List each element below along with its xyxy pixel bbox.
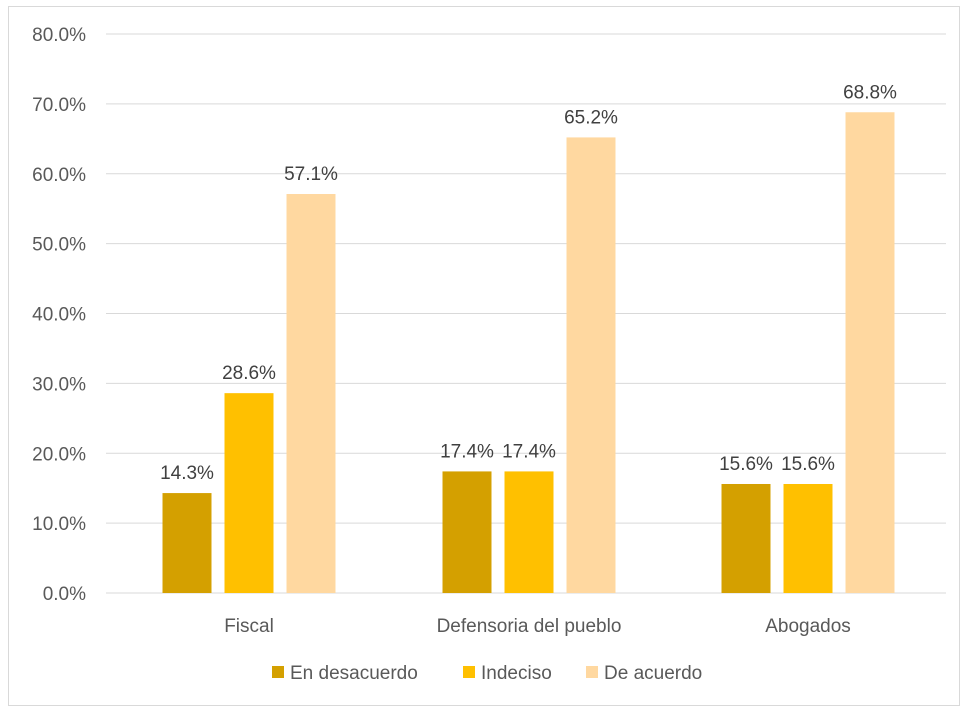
legend-swatch	[463, 666, 475, 678]
x-category-label: Defensoria del pueblo	[437, 616, 622, 637]
y-tick-label: 40.0%	[32, 305, 86, 326]
data-label: 14.3%	[160, 463, 214, 484]
y-tick-label: 20.0%	[32, 444, 86, 465]
bars	[162, 112, 895, 594]
bar	[442, 471, 492, 593]
data-label: 17.4%	[502, 441, 556, 462]
x-category-label: Abogados	[765, 616, 851, 637]
y-tick-label: 70.0%	[32, 95, 86, 116]
legend-swatch	[586, 666, 598, 678]
y-axis-ticks: 0.0% 10.0% 20.0% 30.0% 40.0% 50.0% 60.0% 70.0% 8…	[32, 25, 86, 605]
legend-label: De acuerdo	[604, 663, 702, 684]
legend-item: En desacuerdo	[272, 663, 418, 684]
data-label: 17.4%	[440, 441, 494, 462]
x-category-label: Fiscal	[224, 616, 274, 637]
x-axis-categories: Fiscal Defensoria del pueblo Abogados	[224, 616, 851, 637]
data-label: 15.6%	[719, 454, 773, 475]
legend: En desacuerdo Indeciso De acuerdo	[272, 663, 702, 684]
y-tick-label: 60.0%	[32, 165, 86, 186]
bar	[845, 112, 895, 593]
data-labels: 14.3% 17.4% 15.6% 28.6% 17.4% 15.6% 57.1% 65.2%…	[160, 82, 897, 484]
y-tick-label: 10.0%	[32, 514, 86, 535]
y-tick-label: 50.0%	[32, 235, 86, 256]
bar	[566, 137, 616, 594]
bar	[504, 471, 554, 593]
y-tick-label: 80.0%	[32, 25, 86, 46]
data-label: 28.6%	[222, 363, 276, 384]
data-label: 15.6%	[781, 454, 835, 475]
y-tick-label: 0.0%	[43, 584, 86, 605]
legend-label: En desacuerdo	[290, 663, 418, 684]
bar	[162, 493, 212, 593]
bar	[224, 393, 274, 593]
bar	[721, 483, 771, 593]
data-label: 57.1%	[284, 164, 338, 185]
y-tick-label: 30.0%	[32, 374, 86, 395]
data-label: 65.2%	[564, 107, 618, 128]
data-label: 68.8%	[843, 82, 897, 103]
bar	[286, 194, 336, 594]
legend-item: Indeciso	[463, 663, 552, 684]
bar	[783, 483, 833, 593]
legend-label: Indeciso	[481, 663, 552, 684]
legend-item: De acuerdo	[586, 663, 702, 684]
legend-swatch	[272, 666, 284, 678]
